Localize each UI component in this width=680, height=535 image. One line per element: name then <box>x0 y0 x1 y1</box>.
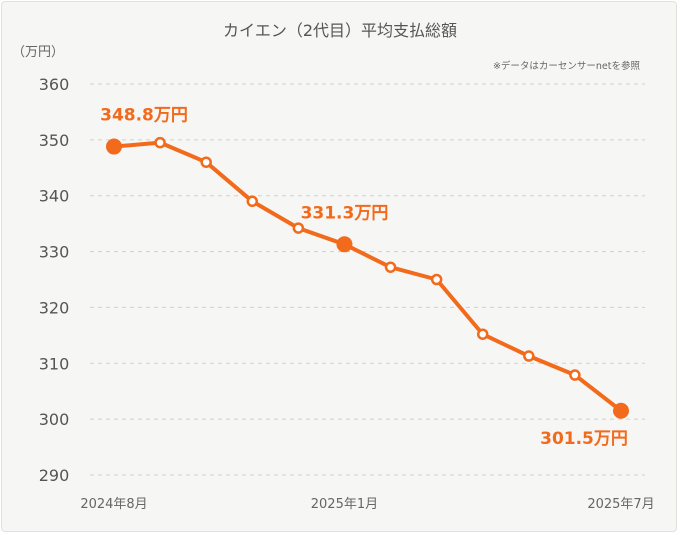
series-line <box>112 140 623 413</box>
data-label: 301.5万円 <box>540 429 628 449</box>
data-point <box>384 261 397 273</box>
data-point <box>292 222 305 234</box>
highlight-point <box>336 236 353 253</box>
y-unit-label: （万円） <box>12 45 64 60</box>
y-tick-label: 320 <box>39 298 70 317</box>
data-point <box>523 350 535 362</box>
data-point <box>200 156 212 168</box>
source-note: ※データはカーセンサーnetを参照 <box>493 60 641 72</box>
highlight-point <box>106 138 122 155</box>
x-tick-label: 2025年1月 <box>311 497 378 512</box>
data-point <box>476 328 489 340</box>
y-tick-label: 360 <box>39 75 70 94</box>
x-tick-label: 2024年8月 <box>80 497 147 512</box>
data-point <box>569 369 581 381</box>
y-tick-label: 290 <box>39 466 70 485</box>
y-tick-label: 340 <box>39 187 70 206</box>
data-point <box>430 273 443 286</box>
data-point <box>154 136 166 149</box>
data-label: 348.8万円 <box>100 106 188 126</box>
chart-title: カイエン（2代目）平均支払総額 <box>223 21 457 40</box>
y-tick-label: 350 <box>39 131 70 150</box>
y-tick-label: 310 <box>39 354 70 373</box>
highlight-point <box>613 402 629 419</box>
x-tick-label: 2025年7月 <box>587 497 654 512</box>
y-tick-label: 330 <box>39 243 70 262</box>
data-point <box>246 195 259 208</box>
data-label: 331.3万円 <box>301 203 389 223</box>
y-tick-label: 300 <box>39 410 70 429</box>
